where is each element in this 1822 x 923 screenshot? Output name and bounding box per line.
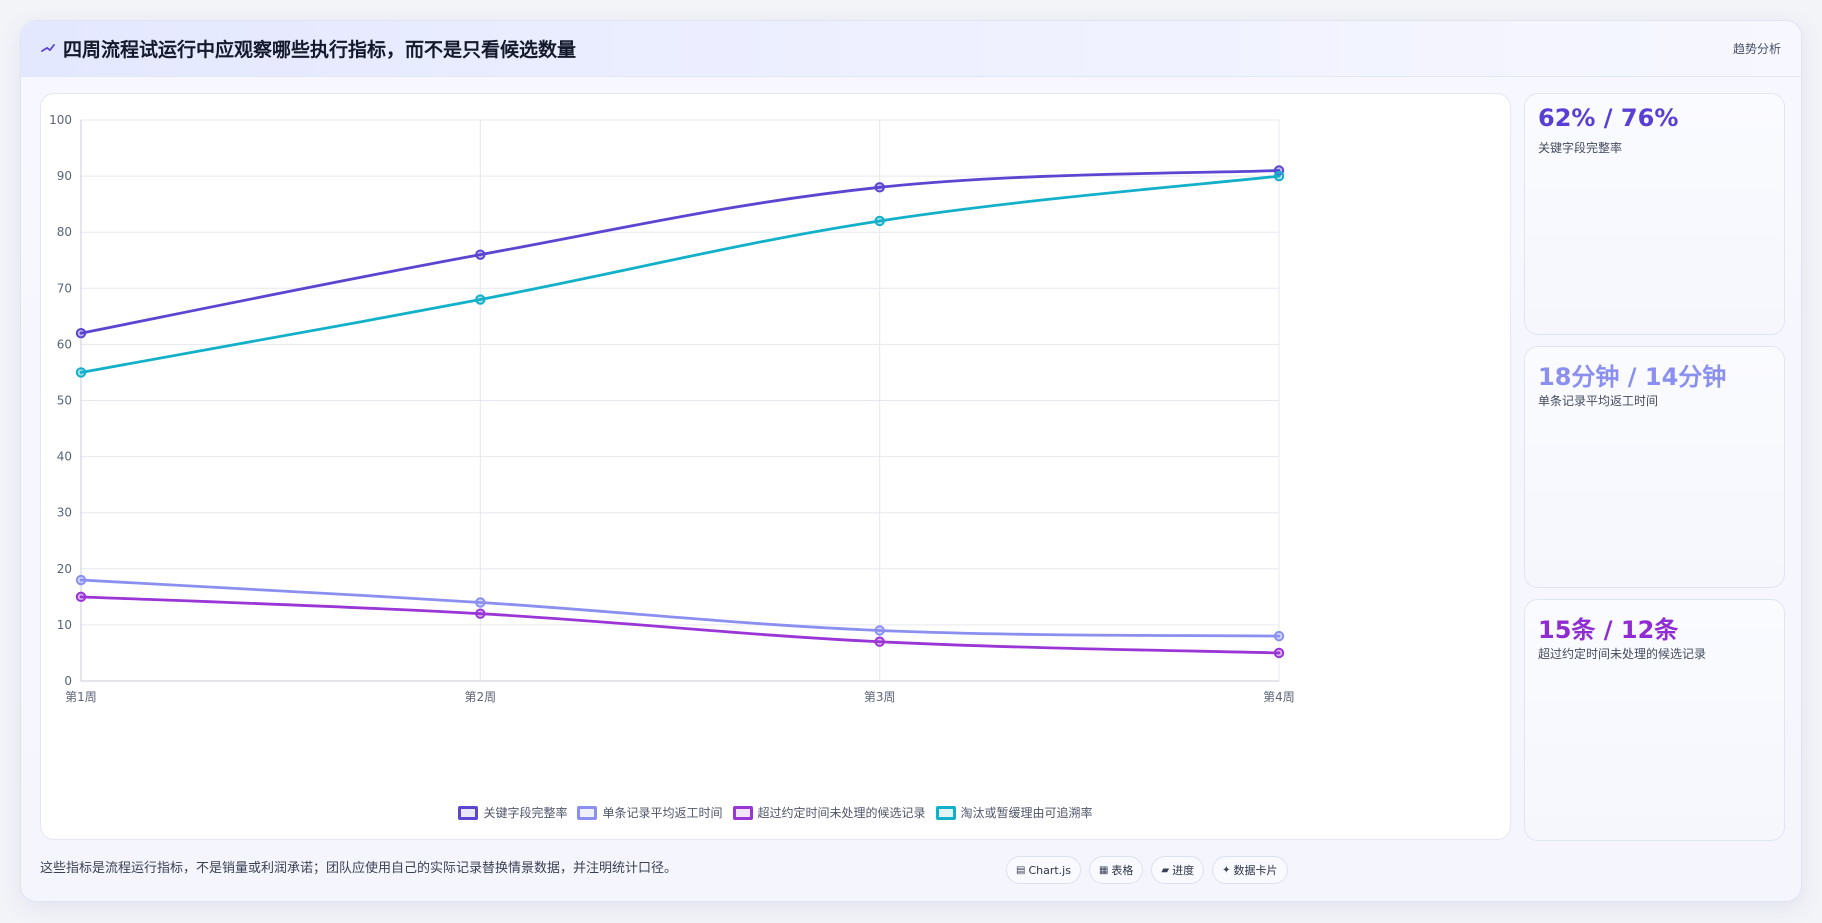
- data-point: [874, 636, 885, 647]
- y-tick-label: 80: [57, 225, 72, 239]
- report-card: 四周流程试运行中应观察哪些执行指标，而不是只看候选数量 趋势分析 0 10 20 30…: [20, 20, 1802, 902]
- pill-label: Chart.js: [1028, 863, 1071, 877]
- x-tick-label: 第1周: [65, 690, 97, 704]
- y-tick-label: 60: [57, 337, 72, 351]
- data-point: [874, 182, 885, 193]
- legend-swatch: [732, 805, 753, 820]
- y-tick-label: 10: [57, 618, 72, 632]
- x-tick-label: 第2周: [465, 690, 497, 704]
- pill-progress[interactable]: ▰ 进度: [1151, 856, 1205, 884]
- pill-table[interactable]: ▦ 表格: [1088, 856, 1144, 884]
- x-tick-label: 第3周: [864, 690, 896, 704]
- kpi-card-overdue: 15条 / 12条 超过约定时间未处理的候选记录: [1524, 599, 1785, 841]
- data-point: [1273, 647, 1285, 659]
- legend-label: 淘汰或暂缓理由可追溯率: [960, 806, 1093, 820]
- legend-item[interactable]: 超过约定时间未处理的候选记录: [732, 804, 926, 821]
- data-point: [874, 215, 885, 227]
- trend-analysis-tag: 趋势分析: [1732, 42, 1781, 56]
- data-point: [475, 608, 486, 619]
- kpi-card-rework-time: 18分钟 / 14分钟 单条记录平均返工时间: [1524, 346, 1785, 588]
- data-point: [475, 597, 486, 608]
- series-line: [79, 174, 1281, 374]
- kpi-label: 单条记录平均返工时间: [1538, 394, 1659, 408]
- legend-swatch: [935, 805, 956, 820]
- legend-item[interactable]: 淘汰或暂缓理由可追溯率: [935, 804, 1093, 821]
- pill-label: 进度: [1172, 864, 1195, 877]
- kpi-card-completeness: 62% / 76% 关键字段完整率: [1524, 93, 1785, 335]
- data-point: [475, 294, 486, 305]
- kpi-value: 15条 / 12条: [1538, 616, 1679, 644]
- page-title: 四周流程试运行中应观察哪些执行指标，而不是只看候选数量: [63, 39, 577, 61]
- pill-label: 表格: [1111, 864, 1134, 877]
- table-icon: ▦: [1098, 864, 1109, 876]
- legend-item[interactable]: 单条记录平均返工时间: [577, 804, 723, 821]
- data-point: [874, 625, 885, 636]
- y-tick-label: 20: [57, 562, 72, 576]
- legend-swatch: [577, 805, 598, 820]
- x-tick-label: 第4周: [1263, 690, 1295, 704]
- data-point: [75, 327, 87, 339]
- legend-label: 单条记录平均返工时间: [602, 806, 723, 820]
- chart-legend: 关键字段完整率 单条记录平均返工时间 超过约定时间未处理的候选记录 淘汰或暂缓理…: [41, 804, 1510, 821]
- series-line: [79, 578, 1281, 638]
- data-point: [1273, 630, 1285, 642]
- pill-chartjs[interactable]: ▤ Chart.js: [1006, 856, 1081, 884]
- series-line: [79, 169, 1281, 335]
- y-tick-label: 30: [57, 506, 72, 520]
- series-line: [79, 595, 1281, 655]
- chart-panel: 0 10 20 30 40 50 60 70 80 90 100 第1周 第2周 第3周 第4周 关键字段完…: [40, 93, 1511, 840]
- kpi-value: 62% / 76%: [1538, 104, 1679, 132]
- chart-icon: ▤: [1016, 864, 1026, 876]
- legend-item[interactable]: 关键字段完整率: [458, 804, 567, 821]
- y-tick-label: 0: [64, 674, 72, 688]
- feature-pills: ▤ Chart.js ▦ 表格 ▰ 进度 ✦ 数据卡片: [1006, 856, 1288, 884]
- footnote: 这些指标是流程运行指标，不是销量或利润承诺；团队应使用自己的实际记录替换情景数据…: [40, 861, 678, 876]
- pill-label: 数据卡片: [1233, 864, 1278, 877]
- data-point: [75, 367, 87, 378]
- legend-label: 关键字段完整率: [483, 806, 568, 820]
- kpi-label: 关键字段完整率: [1538, 141, 1623, 155]
- sparkle-icon: ✦: [1222, 864, 1231, 876]
- kpi-label: 超过约定时间未处理的候选记录: [1538, 647, 1707, 661]
- y-tick-label: 50: [57, 394, 72, 408]
- kpi-value: 18分钟 / 14分钟: [1538, 363, 1727, 391]
- y-tick-label: 100: [49, 113, 72, 127]
- y-tick-label: 40: [57, 450, 72, 464]
- data-point: [75, 574, 87, 586]
- legend-swatch: [458, 805, 479, 820]
- data-point: [1273, 170, 1285, 182]
- y-tick-label: 90: [57, 169, 72, 183]
- legend-label: 超过约定时间未处理的候选记录: [757, 806, 926, 820]
- card-header: 四周流程试运行中应观察哪些执行指标，而不是只看候选数量 趋势分析: [21, 21, 1801, 77]
- trend-icon: [41, 44, 55, 52]
- progress-icon: ▰: [1161, 864, 1170, 876]
- data-point: [75, 591, 87, 603]
- y-tick-label: 70: [57, 281, 72, 295]
- line-chart: 0 10 20 30 40 50 60 70 80 90 100 第1周 第2周 第3周 第4周: [49, 113, 1295, 704]
- data-point: [475, 249, 486, 260]
- pill-data-card[interactable]: ✦ 数据卡片: [1212, 856, 1288, 884]
